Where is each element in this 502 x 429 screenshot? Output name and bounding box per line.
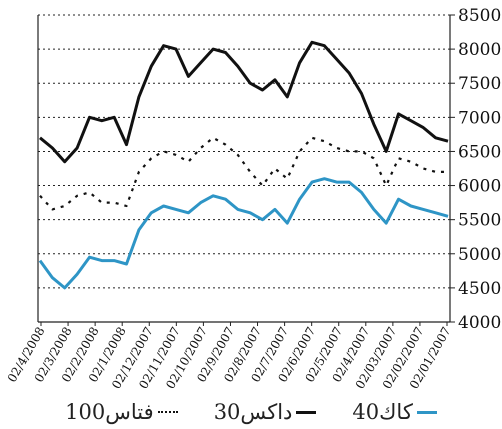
- series-line-2: [38, 177, 449, 290]
- y-tick-label: 8500: [458, 6, 501, 26]
- legend-item-dax30: داكس30: [214, 400, 317, 424]
- y-tick-label: 5500: [458, 211, 501, 231]
- y-tick-labels: 4000 4500 5000 5500 6000 6500 7000 7500 8000 8500: [458, 6, 501, 333]
- legend-label-cac40: كاك40: [352, 400, 413, 424]
- series-line-0: [39, 40, 449, 164]
- y-tick-label: 8000: [458, 40, 501, 60]
- grid-lines: [38, 14, 450, 289]
- y-tick-label: 6000: [458, 177, 501, 197]
- series-line-1: [39, 136, 448, 211]
- y-tick-label: 6500: [458, 142, 501, 162]
- line-chart: 4000 4500 5000 5500 6000 6500 7000 7500 8000 8500…: [5, 6, 502, 392]
- legend-label-ftse100: فتاس100: [65, 400, 154, 424]
- legend-item-ftse100: فتاس100: [65, 400, 178, 424]
- legend-item-cac40: كاك40: [352, 400, 437, 424]
- x-tick-labels: 02/4/200802/3/200802/2/200802/1/200802/1…: [5, 325, 454, 392]
- y-tick-label: 4000: [458, 313, 501, 333]
- axes: [37, 14, 455, 326]
- legend-swatch-cac40: [416, 410, 437, 414]
- y-tick-label: 5000: [458, 245, 501, 265]
- y-tick-label: 7000: [458, 108, 501, 128]
- legend: كاك40 داكس30 فتاس100: [0, 398, 502, 426]
- y-tick-label: 4500: [458, 279, 501, 299]
- legend-swatch-dax30: [296, 410, 317, 414]
- series-lines: [38, 40, 449, 290]
- y-tick-label: 7500: [458, 74, 501, 94]
- legend-label-dax30: داكس30: [213, 400, 293, 424]
- legend-swatch-ftse100: [157, 411, 178, 413]
